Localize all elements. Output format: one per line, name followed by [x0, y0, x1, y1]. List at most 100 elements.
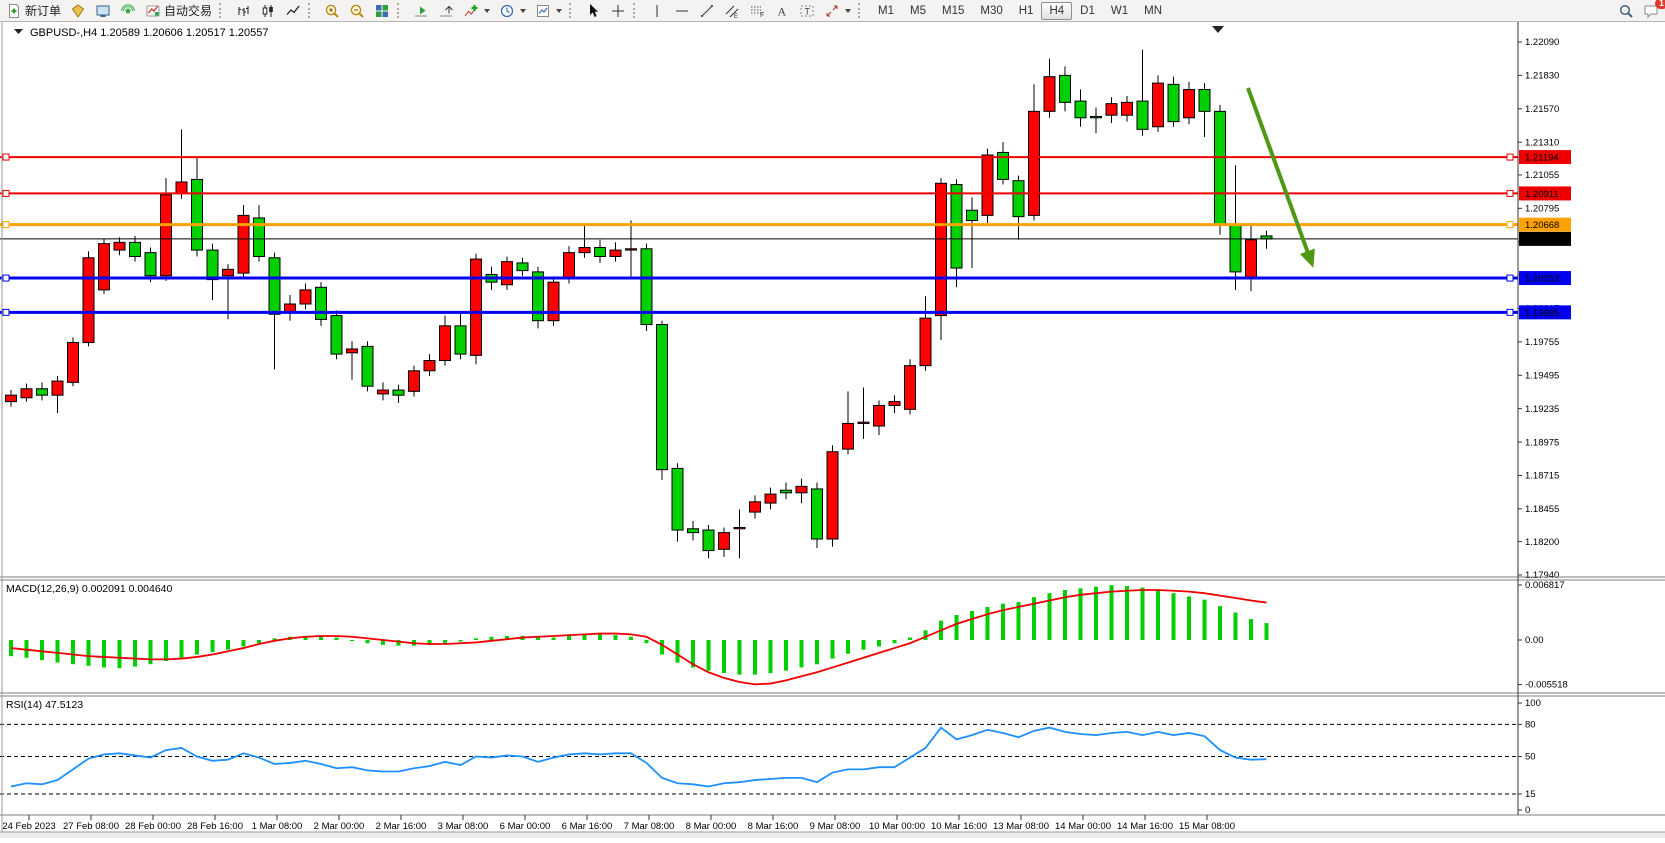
candle — [129, 235, 141, 262]
candle — [82, 251, 95, 347]
equidistant-channel-button[interactable]: E — [720, 1, 744, 20]
macd-histogram-bar — [675, 640, 680, 663]
svg-text:1.20795: 1.20795 — [1525, 204, 1559, 215]
candle — [997, 142, 1009, 185]
timeframe-m5[interactable]: M5 — [902, 2, 934, 20]
arrows-shapes-button[interactable] — [820, 1, 855, 20]
timeframe-h1[interactable]: H1 — [1011, 2, 1042, 20]
auto-scroll-button[interactable] — [409, 1, 433, 20]
macd-histogram-bar — [1140, 587, 1145, 640]
vertical-line-button[interactable] — [645, 1, 669, 20]
trendline-button[interactable] — [695, 1, 719, 20]
chart-shift-icon — [438, 3, 454, 19]
candle — [284, 295, 296, 321]
chart-shift-marker[interactable] — [1212, 26, 1224, 33]
macd-histogram-bar — [133, 640, 137, 667]
line-chart-button[interactable] — [281, 1, 305, 20]
cursor-button[interactable] — [581, 1, 605, 20]
zoom-in-button[interactable] — [320, 1, 344, 20]
trend-arrow[interactable] — [1246, 87, 1315, 268]
macd-histogram-bar — [257, 640, 261, 644]
macd-signal-line — [10, 589, 1267, 686]
toolbar-grip[interactable] — [397, 3, 406, 18]
chart-dropdown-icon[interactable] — [14, 29, 23, 34]
toolbar-grip[interactable] — [569, 3, 578, 18]
horizontal-line[interactable] — [0, 153, 1518, 161]
macd-histogram-bar — [102, 640, 106, 668]
toolbar-grip[interactable] — [308, 3, 317, 18]
candle — [1059, 66, 1071, 112]
horizontal-line[interactable] — [0, 274, 1518, 282]
svg-text:13 Mar 08:00: 13 Mar 08:00 — [993, 821, 1049, 832]
toolbar-grip[interactable] — [858, 3, 867, 18]
macd-histogram-bar — [1094, 586, 1098, 640]
candle — [470, 253, 482, 365]
svg-text:E: E — [734, 14, 738, 19]
chart-canvas[interactable]: 1.22090 1.21830 1.21570 1.21310 1.21055 1.207… — [0, 22, 1665, 838]
candle — [842, 391, 854, 455]
candle — [175, 129, 188, 199]
svg-text:1.18715: 1.18715 — [1525, 471, 1559, 482]
macd-histogram-bar — [1125, 585, 1129, 640]
macd-histogram-bar — [737, 640, 742, 675]
fibonacci-button[interactable]: F — [745, 1, 769, 20]
notifications-button[interactable]: 1 — [1639, 0, 1665, 20]
timeframe-w1[interactable]: W1 — [1103, 2, 1136, 20]
templates-button[interactable] — [531, 1, 566, 20]
candlestick-chart-button[interactable] — [256, 1, 280, 20]
macd-histogram-bar — [768, 640, 773, 674]
timeframe-h4[interactable]: H4 — [1041, 1, 1073, 20]
tile-windows-button[interactable] — [370, 1, 394, 20]
zoom-out-button[interactable] — [345, 1, 369, 20]
timeframe-m1[interactable]: M1 — [870, 2, 902, 20]
text-label-button[interactable]: T — [795, 1, 819, 20]
svg-text:27 Feb 08:00: 27 Feb 08:00 — [63, 821, 119, 832]
candle — [315, 282, 327, 326]
time-axis[interactable]: 24 Feb 2023 27 Feb 08:00 28 Feb 00:00 28 Fe… — [2, 815, 1235, 832]
bar-chart-button[interactable] — [231, 1, 255, 20]
macd-histogram-bar — [582, 634, 587, 640]
data-window-button[interactable] — [91, 1, 115, 20]
price-badge: 1.21194 — [1519, 150, 1571, 165]
macd-histogram-bar — [1001, 603, 1005, 640]
macd-histogram-bar — [117, 640, 122, 669]
macd-histogram-bar — [319, 635, 323, 640]
candle — [1229, 165, 1242, 290]
macd-histogram-bar — [1202, 599, 1207, 640]
indicators-button[interactable] — [459, 1, 494, 20]
svg-text:1.21055: 1.21055 — [1525, 170, 1559, 181]
market-watch-button[interactable] — [66, 1, 90, 20]
search-button[interactable] — [1614, 1, 1638, 20]
candle — [330, 310, 343, 360]
svg-text:1.21310: 1.21310 — [1525, 137, 1559, 148]
navigator-button[interactable] — [116, 1, 140, 20]
periods-button[interactable] — [495, 1, 530, 20]
timeframe-m30[interactable]: M30 — [972, 2, 1010, 20]
candle — [1260, 230, 1273, 249]
horizontal-line[interactable] — [0, 189, 1518, 197]
text-button[interactable]: A — [770, 1, 794, 20]
crosshair-button[interactable] — [606, 1, 630, 20]
cursor-icon — [585, 3, 601, 19]
macd-histogram-bar — [365, 640, 370, 644]
horizontal-line[interactable] — [0, 308, 1518, 316]
svg-text:80: 80 — [1525, 720, 1536, 731]
timeframe-d1[interactable]: D1 — [1072, 2, 1103, 20]
candle — [532, 266, 544, 329]
timeframe-mn[interactable]: MN — [1136, 2, 1170, 20]
candle — [1245, 223, 1257, 292]
candle — [1121, 95, 1133, 122]
fibonacci-icon: F — [749, 3, 765, 19]
horizontal-line[interactable] — [0, 221, 1518, 229]
horizontal-line-button[interactable] — [670, 1, 694, 20]
svg-text:15: 15 — [1525, 789, 1536, 800]
toolbar-grip[interactable] — [219, 3, 228, 18]
timeframe-m15[interactable]: M15 — [934, 2, 972, 20]
macd-histogram-bar — [1218, 606, 1222, 640]
chart-shift-button[interactable] — [434, 1, 458, 20]
auto-trading-button[interactable]: 自动交易 — [141, 1, 216, 20]
new-order-button[interactable]: 新订单 — [2, 1, 65, 20]
svg-text:15 Mar 08:00: 15 Mar 08:00 — [1179, 821, 1235, 832]
candle — [144, 247, 157, 283]
toolbar-grip[interactable] — [633, 3, 642, 18]
